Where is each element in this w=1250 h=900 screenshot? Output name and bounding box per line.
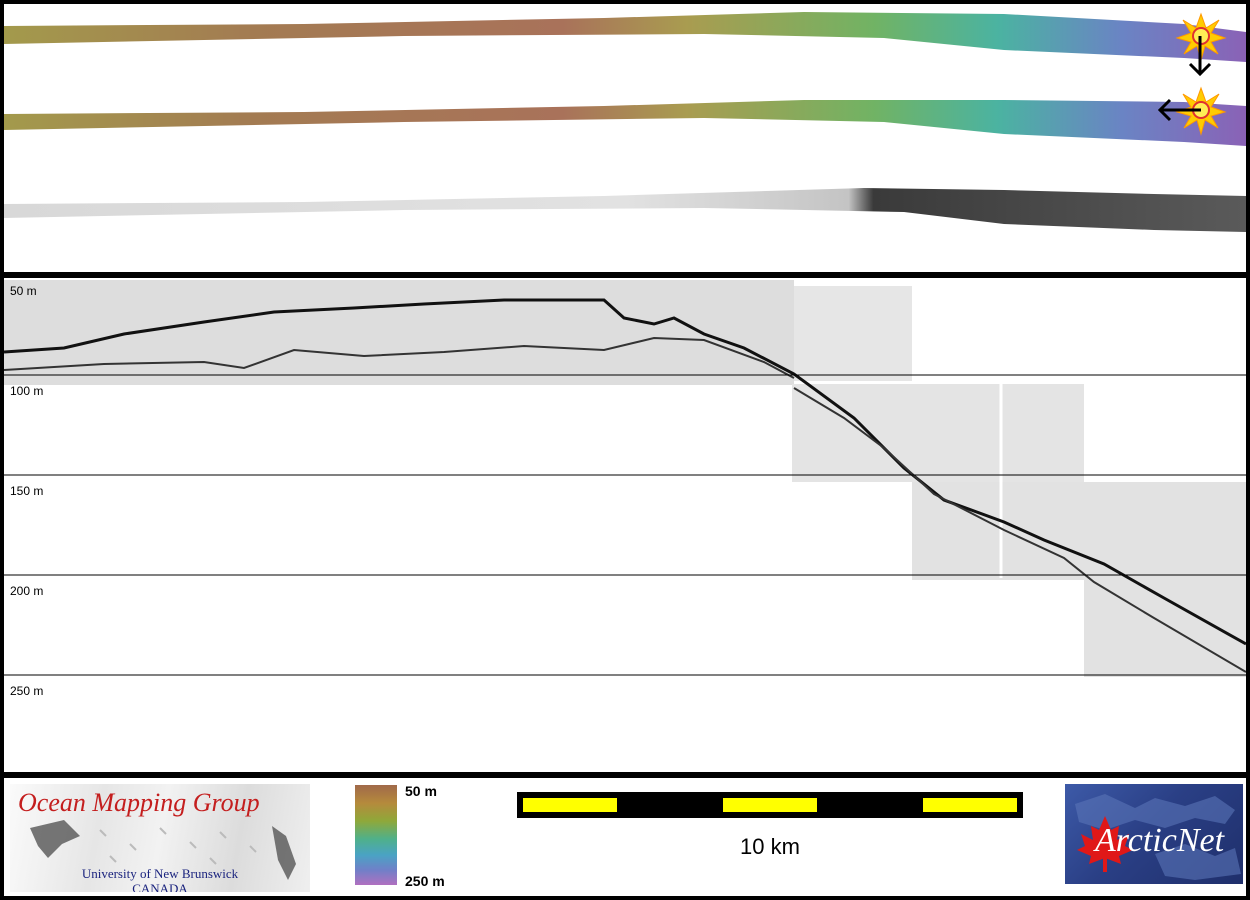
scale-bar	[517, 792, 1023, 818]
subbottom-reflector	[793, 387, 1246, 673]
omg-country: CANADA	[132, 881, 188, 892]
omg-logo-art	[30, 820, 296, 880]
depth-label-100: 100 m	[10, 384, 44, 398]
scale-bar-label: 10 km	[740, 834, 800, 859]
subbottom-reflector	[4, 336, 795, 379]
maple-leaf-icon	[1077, 816, 1133, 872]
scale-bar-segment	[523, 798, 617, 812]
profile-tile	[1084, 482, 1246, 677]
arrow-down-icon	[1188, 36, 1212, 77]
arcticnet-logo: ArcticNet	[1065, 784, 1243, 884]
depth-label-150: 150 m	[10, 484, 44, 498]
seafloor-reflector	[4, 298, 1246, 646]
swath-strip-1	[4, 12, 1246, 62]
swath-panel	[4, 4, 1246, 272]
arcticnet-logo-art	[1075, 794, 1241, 880]
arrow-left-icon	[1157, 98, 1201, 122]
swath-strip-gray	[4, 188, 1246, 232]
swath-strip-2	[4, 100, 1246, 146]
footer-panel: Ocean Mapping Group University of New Br…	[4, 778, 1246, 896]
profile-tile	[792, 384, 1084, 482]
profile-tile	[4, 280, 794, 385]
profile-panel: 50 m 100 m 150 m 200 m 250 m	[4, 278, 1246, 772]
colorbar-bottom-label: 250 m	[405, 873, 445, 889]
depth-label-50: 50 m	[10, 284, 37, 298]
ocean-mapping-group-logo: Ocean Mapping Group University of New Br…	[10, 784, 310, 892]
scale-bar-segment	[723, 798, 817, 812]
depth-colorbar	[355, 785, 397, 885]
depth-label-200: 200 m	[10, 584, 44, 598]
arcticnet-text: ArcticNet	[1095, 822, 1225, 859]
omg-university: University of New Brunswick	[81, 866, 239, 881]
omg-title: Ocean Mapping Group	[18, 788, 260, 817]
profile-tile	[794, 286, 912, 381]
swath-svg	[4, 12, 1246, 232]
depth-label-250: 250 m	[10, 684, 44, 698]
scale-bar-segment	[923, 798, 1017, 812]
colorbar-top-label: 50 m	[405, 783, 437, 799]
profile-svg	[4, 280, 1246, 677]
